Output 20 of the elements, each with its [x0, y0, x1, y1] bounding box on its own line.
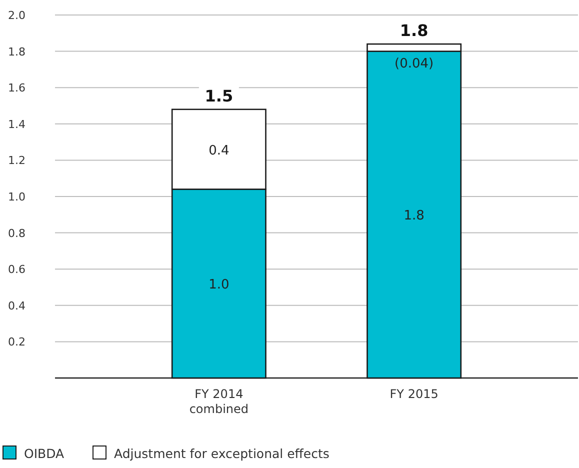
x-tick-label: FY 2014 combined [189, 387, 249, 416]
total-label: 1.5 [204, 86, 234, 106]
y-tick-label: 2.0 [8, 9, 26, 22]
y-tick-label: 0.2 [8, 336, 26, 349]
data-label: 0.4 [208, 143, 230, 158]
data-label: 1.0 [208, 278, 230, 293]
y-tick-label: 1.6 [8, 82, 26, 95]
y-tick-label: 1.2 [8, 154, 26, 168]
data-label: (0.04) [394, 56, 434, 72]
y-tick-label: 1.4 [8, 118, 26, 131]
x-tick-label: FY 2015 [390, 387, 438, 401]
y-tick-label: 0.4 [8, 299, 26, 312]
y-tick-label: 1.8 [8, 45, 26, 58]
legend-label: Adjustment for exceptional effects [114, 446, 330, 461]
y-tick-label: 0.6 [8, 263, 26, 276]
data-label: 1.8 [404, 208, 424, 224]
y-tick-label: 1.0 [8, 190, 26, 204]
total-label: 1.8 [400, 21, 428, 40]
y-tick-label: 0.8 [8, 226, 26, 240]
legend-label: OIBDA [24, 446, 65, 461]
